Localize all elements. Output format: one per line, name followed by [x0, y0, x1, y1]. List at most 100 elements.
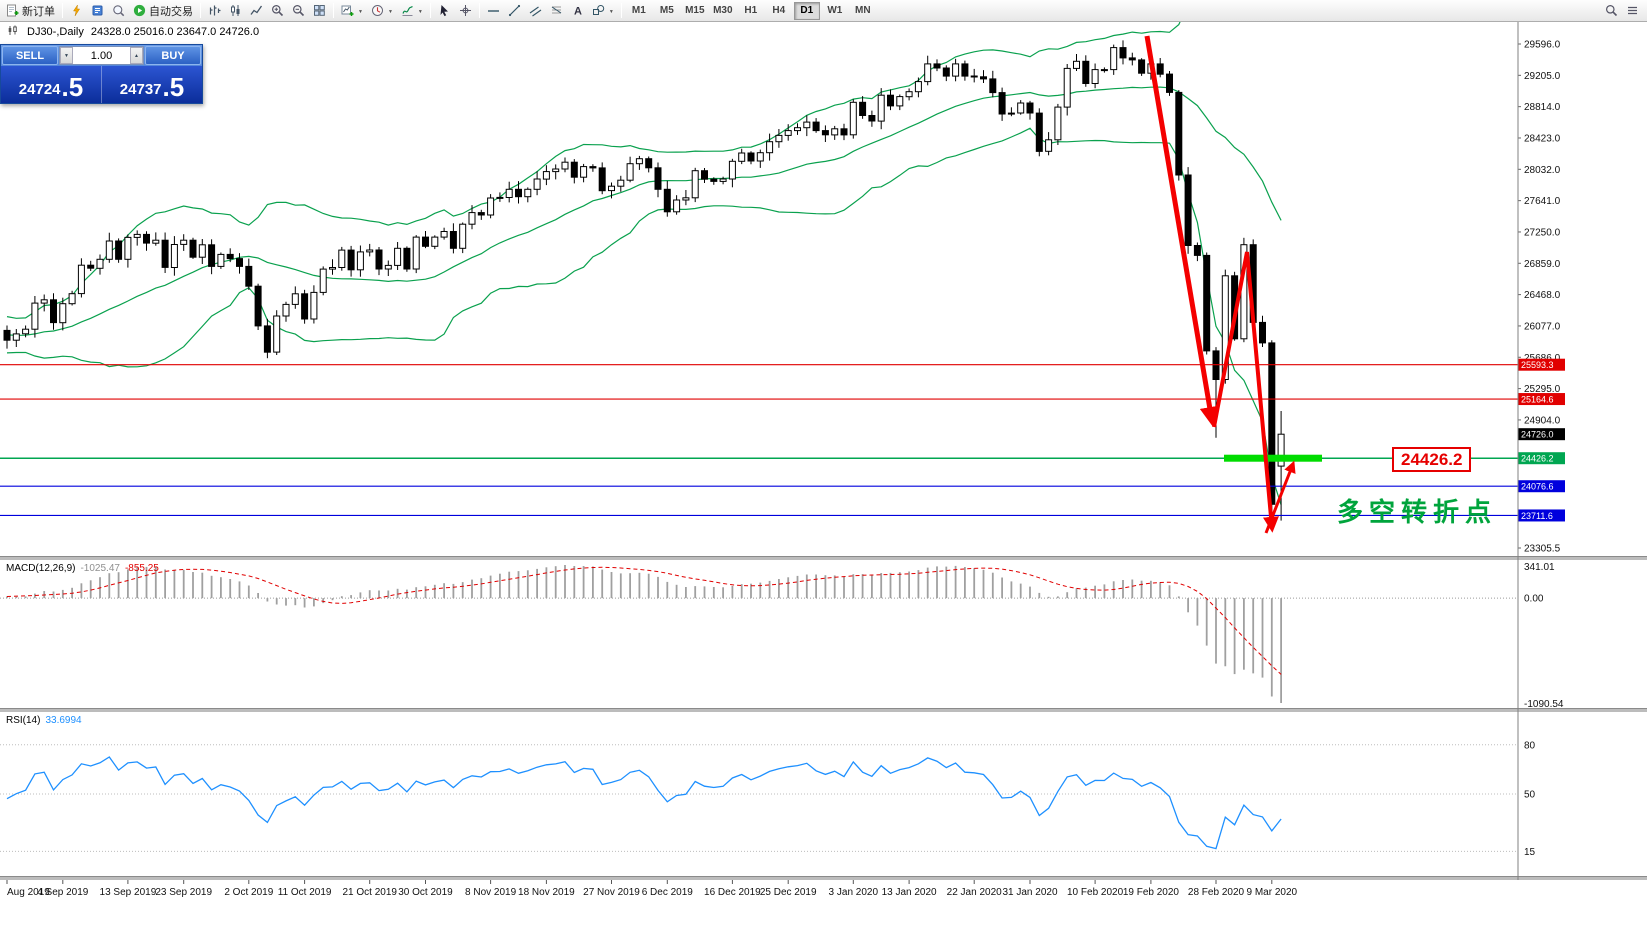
cursor-icon	[438, 4, 451, 17]
svg-text:31 Jan 2020: 31 Jan 2020	[1002, 887, 1057, 898]
line-chart-button[interactable]	[246, 1, 267, 21]
svg-text:24426.2: 24426.2	[1521, 454, 1554, 464]
svg-text:24076.6: 24076.6	[1521, 482, 1554, 492]
macd-indicator-label: MACD(12,26,9) -1025.47 -855.25	[6, 563, 159, 574]
profiles-icon	[371, 4, 384, 17]
svg-text:A: A	[574, 6, 582, 18]
alerts-button[interactable]	[66, 1, 87, 21]
candlestick-button[interactable]	[225, 1, 246, 21]
trend-arrow-1[interactable]	[1144, 35, 1220, 427]
crosshair-icon	[459, 4, 472, 17]
svg-text:10 Feb 2020: 10 Feb 2020	[1067, 887, 1124, 898]
timeframe-h1-button[interactable]: H1	[738, 2, 764, 20]
svg-text:28423.0: 28423.0	[1524, 133, 1561, 144]
timeframe-d1-button[interactable]: D1	[793, 1, 820, 20]
sell-price[interactable]: 24724.5	[1, 66, 102, 103]
price-annotation-box[interactable]: 24426.2	[1392, 447, 1472, 472]
svg-text:25 Dec 2019: 25 Dec 2019	[760, 887, 817, 898]
price-axis[interactable]	[1518, 22, 1647, 880]
svg-text:27250.0: 27250.0	[1524, 227, 1561, 238]
bar-chart-button[interactable]	[204, 1, 225, 21]
time-axis[interactable]	[0, 880, 1518, 904]
channel-icon	[529, 4, 542, 17]
main-toolbar: 新订单 自动交易 ▼ ▼ ▼ A ▼ M1 M5 M15 M30 H1 H4 D1 W1 MN	[0, 0, 1647, 22]
rsi-line	[6, 756, 1282, 850]
svg-text:Aug 2019: Aug 2019	[7, 887, 50, 898]
timeframe-m15-button[interactable]: M15	[682, 2, 708, 20]
svg-text:26468.0: 26468.0	[1524, 290, 1561, 301]
trendline-button[interactable]	[504, 1, 525, 21]
sell-button[interactable]: SELL	[2, 46, 58, 65]
timeframe-mn-button[interactable]: MN	[850, 2, 876, 20]
text-button[interactable]: A	[567, 1, 588, 21]
indicators-button[interactable]: ▼	[397, 1, 427, 21]
magnifier-icon	[1605, 4, 1618, 17]
svg-text:2 Oct 2019: 2 Oct 2019	[224, 887, 273, 898]
svg-text:15: 15	[1524, 847, 1536, 858]
toolbar-left-group: 新订单 自动交易 ▼ ▼ ▼ A ▼ M1 M5 M15 M30 H1 H4 D1 W1 MN	[2, 0, 877, 21]
new-chart-button[interactable]: ▼	[337, 1, 367, 21]
toolbar-right-group	[1601, 1, 1645, 21]
fibonacci-button[interactable]	[546, 1, 567, 21]
svg-text:11 Oct 2019: 11 Oct 2019	[278, 887, 332, 898]
resistance-line-25164-tag	[1518, 393, 1565, 406]
svg-text:30 Oct 2019: 30 Oct 2019	[398, 887, 453, 898]
timeframe-m30-button[interactable]: M30	[710, 2, 736, 20]
trend-arrow-3[interactable]	[1264, 460, 1296, 534]
buy-price[interactable]: 24737.5	[119, 72, 185, 102]
cursor-button[interactable]	[434, 1, 455, 21]
horizontal-line-button[interactable]	[483, 1, 504, 21]
equidistant-channel-button[interactable]	[525, 1, 546, 21]
toolbar-options-button[interactable]	[1622, 1, 1643, 21]
rsi-indicator-label: RSI(14) 33.6994	[6, 715, 82, 726]
zoom-out-button[interactable]	[288, 1, 309, 21]
macd-value: -1025.47	[80, 563, 120, 574]
crosshair-button[interactable]	[455, 1, 476, 21]
new-order-button[interactable]: 新订单	[2, 1, 59, 21]
volume-increase-button[interactable]: ▲	[130, 47, 143, 64]
volume-decrease-button[interactable]: ▼	[60, 47, 73, 64]
svg-text:21 Oct 2019: 21 Oct 2019	[342, 887, 397, 898]
volume-input[interactable]	[73, 47, 130, 64]
candlestick-icon	[229, 4, 242, 17]
svg-text:9 Mar 2020: 9 Mar 2020	[1247, 887, 1298, 898]
svg-text:4 Sep 2019: 4 Sep 2019	[37, 887, 89, 898]
svg-text:25686.0: 25686.0	[1524, 353, 1561, 364]
symbol-search-button[interactable]	[108, 1, 129, 21]
buy-button[interactable]: BUY	[145, 46, 201, 65]
bollinger-lower-band	[6, 127, 1282, 505]
market-watch-button[interactable]	[87, 1, 108, 21]
search-circle-icon	[112, 4, 125, 17]
toolbar-separator	[429, 3, 431, 18]
svg-text:25593.3: 25593.3	[1521, 360, 1554, 370]
trade-controls-row: SELL ▼ ▲ BUY	[1, 45, 202, 66]
support-highlight-bar[interactable]	[1224, 454, 1322, 462]
tile-windows-button[interactable]	[309, 1, 330, 21]
turning-point-annotation[interactable]: 多空转折点	[1337, 497, 1498, 527]
timeframe-h4-button[interactable]: H4	[766, 2, 792, 20]
line-chart-icon	[250, 4, 263, 17]
svg-text:0.00: 0.00	[1524, 594, 1544, 605]
svg-text:24904.0: 24904.0	[1524, 415, 1561, 426]
autotrading-button[interactable]: 自动交易	[129, 1, 197, 21]
resistance-line-25593-tag	[1518, 358, 1565, 371]
svg-text:6 Dec 2019: 6 Dec 2019	[642, 887, 694, 898]
dropdown-caret-icon: ▼	[417, 8, 423, 15]
toolbar-separator	[62, 3, 63, 18]
zoom-in-button[interactable]	[267, 1, 288, 21]
rsi-value: 33.6994	[45, 715, 82, 726]
zoom-out-icon	[292, 4, 305, 17]
timeframe-m5-button[interactable]: M5	[654, 2, 680, 20]
zoom-in-icon	[271, 4, 284, 17]
trend-arrow-2[interactable]	[1212, 251, 1279, 533]
shapes-button[interactable]: ▼	[588, 1, 618, 21]
find-symbol-button[interactable]	[1601, 1, 1622, 21]
profiles-button[interactable]: ▼	[367, 1, 397, 21]
svg-text:-1090.54: -1090.54	[1524, 699, 1564, 710]
new-order-button-label: 新订单	[22, 5, 55, 18]
support-line-23711-tag	[1518, 509, 1565, 522]
svg-text:23305.5: 23305.5	[1524, 544, 1561, 555]
timeframe-m1-button[interactable]: M1	[626, 2, 652, 20]
timeframe-w1-button[interactable]: W1	[822, 2, 848, 20]
